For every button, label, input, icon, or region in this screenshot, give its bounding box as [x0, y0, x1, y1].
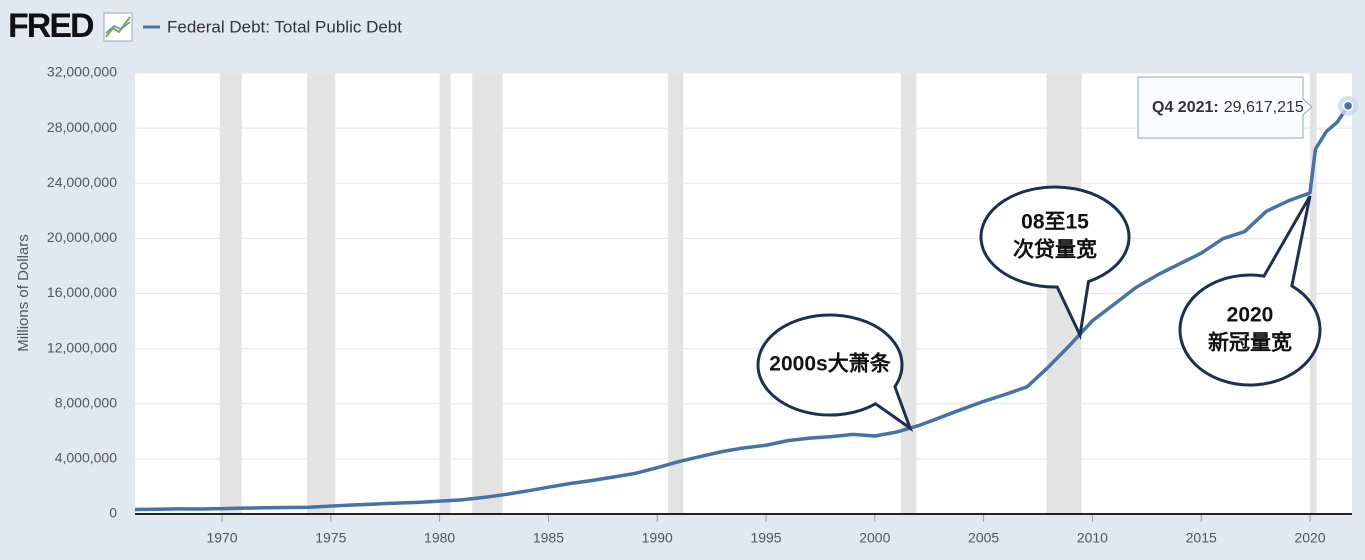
x-tick-label: 1995	[750, 530, 781, 546]
annotation-text: 2020	[1227, 304, 1274, 327]
x-tick-label: 2010	[1077, 530, 1108, 546]
y-axis-label: Millions of Dollars	[15, 234, 32, 352]
x-tick-label: 2005	[968, 530, 999, 546]
y-tick-label: 24,000,000	[47, 174, 117, 190]
annotation-bubble: 08至15 次贷量宽	[979, 185, 1131, 341]
hover-point	[1342, 100, 1354, 112]
x-tick-label: 2000	[859, 530, 890, 546]
x-tick-label: 1985	[533, 530, 564, 546]
tooltip: Q4 2021: 29,617,215	[1137, 76, 1313, 139]
y-tick-label: 8,000,000	[55, 394, 117, 410]
series-line	[134, 104, 1350, 512]
annotation-bubble: 2020 新冠量宽	[1178, 195, 1322, 387]
annotation-text: 新冠量宽	[1208, 331, 1292, 355]
y-tick-label: 12,000,000	[47, 339, 117, 355]
tooltip-value: 29,617,215	[1224, 99, 1304, 116]
x-tick-label: 1975	[315, 530, 346, 546]
bubble-shape	[756, 313, 914, 432]
annotation-text: 08至15	[1021, 211, 1089, 234]
x-tick-label: 2015	[1186, 530, 1217, 546]
x-tick-label: 1970	[206, 530, 237, 546]
bubble-shape	[979, 185, 1131, 341]
y-tick-label: 28,000,000	[47, 119, 117, 135]
logo: FRED	[8, 7, 94, 45]
annotation-text: 次贷量宽	[1013, 238, 1097, 262]
annotation-bubble: 2000s大萧条	[756, 313, 914, 432]
bubble-shape	[1178, 195, 1322, 387]
y-tick-label: 32,000,000	[47, 64, 117, 80]
x-tick-label: 1980	[424, 530, 455, 546]
y-tick-label: 20,000,000	[47, 229, 117, 245]
logo-icon	[103, 12, 133, 42]
tooltip-box	[1137, 76, 1313, 139]
y-tick-label: 4,000,000	[55, 450, 117, 466]
y-tick-label: 0	[109, 505, 117, 521]
tooltip-title: Q4 2021:	[1152, 99, 1219, 116]
tooltip-text: Q4 2021: 29,617,215	[1152, 99, 1304, 116]
annotation-text: 2000s大萧条	[769, 352, 891, 376]
y-tick-label: 16,000,000	[47, 284, 117, 300]
legend-label: Federal Debt: Total Public Debt	[167, 17, 402, 36]
x-tick-label: 1990	[642, 530, 673, 546]
x-tick-label: 2020	[1294, 530, 1325, 546]
